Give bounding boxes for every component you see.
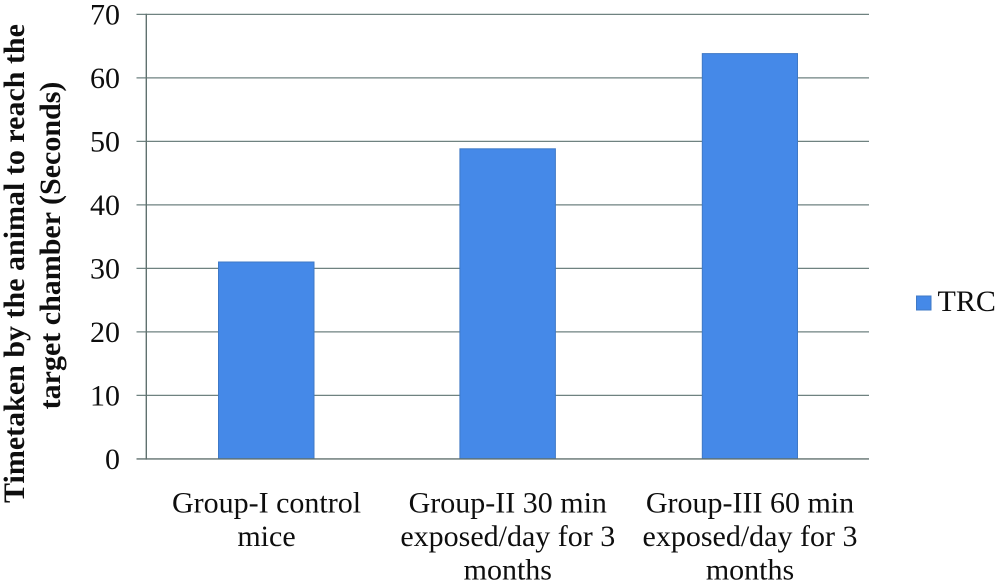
svg-text:30: 30 xyxy=(90,253,120,286)
svg-text:exposed/day for 3: exposed/day for 3 xyxy=(400,520,615,553)
svg-text:exposed/day for 3: exposed/day for 3 xyxy=(643,520,858,553)
svg-text:0: 0 xyxy=(105,443,120,476)
svg-text:20: 20 xyxy=(90,316,120,349)
svg-text:40: 40 xyxy=(90,189,120,222)
svg-text:70: 70 xyxy=(90,0,120,32)
svg-text:mice: mice xyxy=(237,520,295,553)
svg-text:Group-I control: Group-I control xyxy=(172,487,361,520)
svg-text:Group-II 30 min: Group-II 30 min xyxy=(409,487,607,520)
svg-text:target chamber (Seconds): target chamber (Seconds) xyxy=(34,82,67,410)
svg-text:months: months xyxy=(464,554,552,585)
svg-text:TRC: TRC xyxy=(938,285,996,318)
svg-text:Timetaken by the animal to rea: Timetaken by the animal to reach the xyxy=(0,24,31,503)
svg-text:months: months xyxy=(706,554,794,585)
svg-text:50: 50 xyxy=(90,126,120,159)
svg-text:10: 10 xyxy=(90,380,120,413)
svg-text:Group-III 60 min: Group-III 60 min xyxy=(646,487,854,520)
svg-text:60: 60 xyxy=(90,62,120,95)
